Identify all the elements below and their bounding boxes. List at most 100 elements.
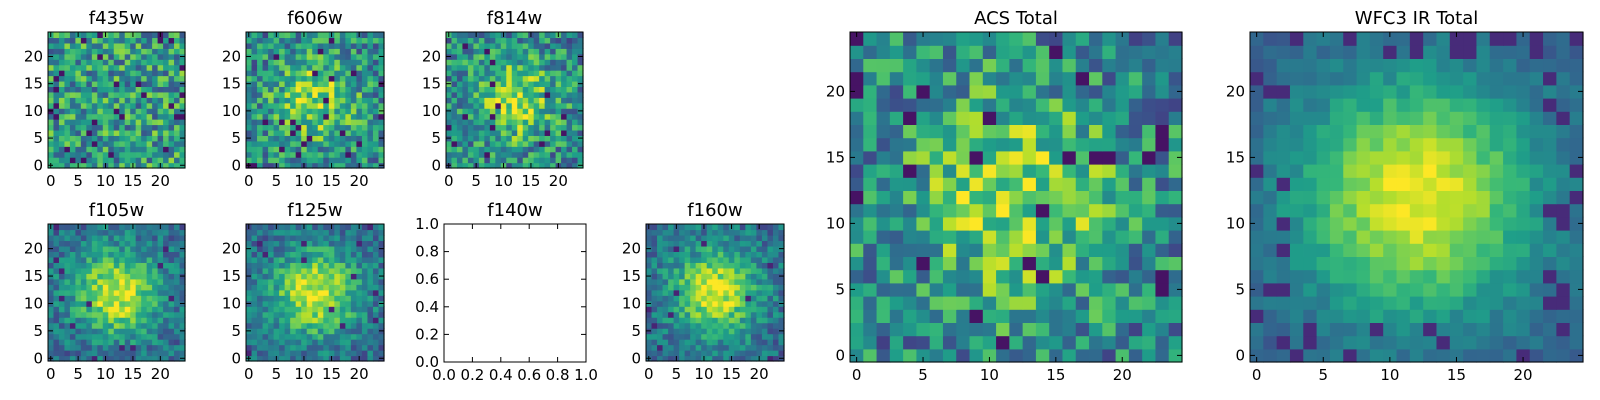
heatmap-cell — [695, 229, 702, 236]
heatmap-cell — [53, 97, 60, 104]
heatmap-cell — [80, 251, 87, 258]
heatmap-cell — [533, 59, 540, 66]
heatmap-cell — [334, 119, 341, 126]
heatmap-cell — [174, 80, 181, 87]
heatmap-cell — [673, 245, 680, 252]
heatmap-cell — [69, 344, 76, 351]
heatmap-cell — [53, 267, 60, 274]
heatmap-cell — [695, 344, 702, 351]
heatmap-cell — [295, 108, 302, 115]
heatmap-cell — [889, 335, 904, 350]
y-tick-label: 15 — [826, 148, 845, 166]
heatmap-cell — [64, 234, 71, 242]
heatmap-cell — [113, 278, 120, 285]
heatmap-cell — [75, 328, 82, 335]
heatmap-cell — [544, 91, 551, 98]
heatmap-cell — [533, 48, 540, 55]
heatmap-cell — [651, 284, 658, 291]
heatmap-cell — [163, 300, 170, 307]
heatmap-cell — [863, 282, 878, 297]
heatmap-cell — [539, 124, 546, 131]
heatmap-cell — [495, 124, 502, 131]
heatmap-cell — [328, 245, 335, 252]
heatmap-cell — [334, 42, 341, 49]
heatmap-cell — [969, 230, 984, 244]
heatmap-cell — [1062, 58, 1077, 73]
heatmap-cell — [279, 119, 286, 126]
heatmap-cell — [651, 333, 658, 340]
heatmap-cell — [279, 108, 286, 115]
heatmap-cell — [257, 289, 264, 296]
heatmap-cell — [1316, 230, 1331, 244]
heatmap-cell — [378, 151, 385, 158]
heatmap-cell — [290, 328, 297, 335]
heatmap-cell — [1022, 71, 1037, 86]
heatmap-cell — [246, 234, 253, 242]
heatmap-cell — [662, 289, 669, 296]
heatmap-cell — [577, 113, 584, 120]
heatmap-cell — [108, 53, 115, 60]
heatmap-cell — [174, 53, 181, 60]
heatmap-cell — [750, 273, 757, 280]
heatmap-cell — [956, 98, 971, 112]
heatmap-cell — [778, 306, 785, 313]
heatmap-cell — [956, 269, 971, 284]
heatmap-cell — [130, 317, 137, 324]
heatmap-cell — [174, 151, 181, 158]
heatmap-cell — [174, 295, 181, 302]
heatmap-cell — [561, 70, 568, 77]
heatmap-cell — [279, 267, 286, 274]
heatmap-cell — [168, 119, 175, 126]
heatmap-cell — [706, 322, 713, 329]
heatmap-cell — [290, 129, 297, 136]
heatmap-cell — [572, 37, 579, 44]
heatmap-cell — [69, 146, 76, 153]
heatmap-cell — [739, 267, 746, 274]
heatmap-cell — [130, 295, 137, 302]
heatmap-cell — [756, 289, 763, 296]
heatmap-cell — [268, 295, 275, 302]
heatmap-cell — [179, 317, 186, 324]
heatmap-cell — [462, 129, 469, 136]
heatmap-cell — [75, 234, 82, 242]
heatmap-cell — [345, 124, 352, 131]
heatmap-cell — [550, 108, 557, 115]
heatmap-cell — [75, 306, 82, 313]
heatmap-cell — [124, 32, 131, 39]
heatmap-cell — [146, 129, 153, 136]
heatmap-cell — [262, 42, 269, 49]
heatmap-cell — [1503, 243, 1517, 257]
heatmap-cell — [1449, 348, 1464, 363]
heatmap-cell — [739, 328, 746, 335]
heatmap-cell — [279, 113, 286, 120]
heatmap-cell — [1569, 203, 1584, 218]
heatmap-cell — [124, 251, 131, 258]
heatmap-cell — [323, 262, 330, 269]
heatmap-cell — [168, 289, 175, 296]
heatmap-cell — [64, 339, 71, 346]
heatmap-cell — [684, 224, 691, 231]
heatmap-cell — [550, 64, 557, 71]
heatmap-cell — [273, 289, 280, 296]
heatmap-cell — [651, 322, 658, 329]
heatmap-cell — [651, 267, 658, 274]
heatmap-cell — [102, 234, 109, 242]
heatmap-cell — [268, 229, 275, 236]
heatmap-cell — [668, 267, 675, 274]
heatmap-cell — [317, 119, 324, 126]
heatmap-cell — [484, 108, 491, 115]
heatmap-cell — [982, 335, 997, 350]
heatmap-cell — [1316, 309, 1331, 323]
heatmap-cell — [301, 108, 308, 115]
heatmap-cell — [1543, 335, 1557, 350]
heatmap-cell — [124, 86, 131, 93]
heatmap-cell — [80, 151, 87, 158]
heatmap-cell — [517, 119, 524, 126]
heatmap-cell — [772, 350, 780, 357]
heatmap-cell — [690, 251, 697, 258]
heatmap-cell — [268, 64, 275, 71]
heatmap-cell — [1569, 230, 1584, 244]
heatmap-cell — [91, 108, 98, 115]
heatmap-cell — [174, 344, 181, 351]
heatmap-cell — [350, 295, 357, 302]
